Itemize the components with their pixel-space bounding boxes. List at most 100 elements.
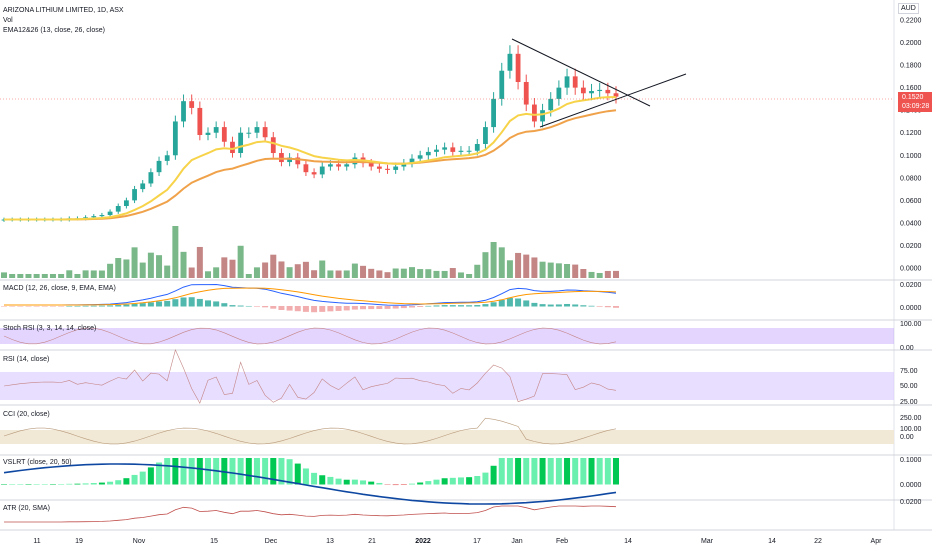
price-tick-label: 0.0200 xyxy=(900,243,922,250)
volume-bar xyxy=(441,270,448,278)
volume-bar xyxy=(245,274,252,278)
macd-histogram-bar xyxy=(343,306,350,311)
volume-bar xyxy=(547,262,554,278)
candle-body xyxy=(613,93,619,97)
price-tick-label: 0.0800 xyxy=(900,175,922,182)
ema-slow-line xyxy=(4,109,617,221)
volume-bar xyxy=(33,274,40,278)
vslrt-bar xyxy=(441,478,448,485)
macd-histogram-bar xyxy=(245,305,252,307)
volume-bar xyxy=(335,270,342,278)
vslrt-bar xyxy=(9,484,16,485)
vslrt-bar xyxy=(531,458,538,485)
vslrt-tick-label: 0.1000 xyxy=(900,457,922,464)
candle-body xyxy=(540,110,545,122)
vslrt-bar xyxy=(564,458,571,485)
vslrt-bar xyxy=(506,458,513,485)
vslrt-bar xyxy=(515,458,522,485)
macd-label: MACD (12, 26, close, 9, EMA, EMA) xyxy=(3,285,116,292)
candle-body xyxy=(164,155,170,161)
volume-bar xyxy=(555,263,562,278)
vslrt-bar xyxy=(547,458,554,485)
vslrt-bar xyxy=(180,458,187,485)
volume-bar xyxy=(588,271,595,278)
cci-line xyxy=(3,417,617,445)
volume-bar xyxy=(392,268,399,278)
cci-band xyxy=(0,430,894,444)
vslrt-bar xyxy=(270,458,277,485)
candle-body xyxy=(279,153,284,163)
volume-bar xyxy=(41,274,48,278)
macd-histogram-bar xyxy=(1,306,7,307)
macd-histogram-bar xyxy=(172,299,179,307)
vslrt-bar xyxy=(457,477,464,485)
macd-histogram-bar xyxy=(433,305,440,307)
candle-body xyxy=(474,144,480,151)
macd-histogram-bar xyxy=(253,306,260,307)
currency-label[interactable]: AUD xyxy=(898,3,919,14)
vslrt-bar xyxy=(498,458,505,485)
volume-bar xyxy=(539,261,546,278)
candle-body xyxy=(401,163,407,167)
price-tick-label: 0.2200 xyxy=(900,18,922,25)
vslrt-bar xyxy=(49,484,56,485)
price-tick-label: 0.0600 xyxy=(900,198,922,205)
volume-bar xyxy=(531,257,538,278)
vol-label: Vol xyxy=(3,17,13,24)
volume-bar xyxy=(596,272,603,278)
vslrt-bar xyxy=(311,472,318,485)
stoch-tick-label: 0.00 xyxy=(900,345,914,352)
candle-body xyxy=(132,189,137,201)
vslrt-bar xyxy=(286,459,293,485)
candle-body xyxy=(425,151,431,156)
candle-body xyxy=(344,164,350,167)
macd-histogram-bar xyxy=(123,304,130,307)
macd-histogram-bar xyxy=(25,306,32,307)
macd-histogram-bar xyxy=(368,306,375,310)
vslrt-bar xyxy=(98,482,105,485)
vslrt-bar xyxy=(17,484,24,485)
vslrt-bar xyxy=(474,476,481,485)
volume-bar xyxy=(188,267,195,278)
candle-body xyxy=(442,147,448,150)
macd-histogram-bar xyxy=(229,305,236,307)
rsi-line xyxy=(3,349,617,404)
vslrt-bar xyxy=(66,483,73,485)
macd-histogram-bar xyxy=(270,306,277,309)
price-tick-label: 0.1800 xyxy=(900,63,922,70)
time-tick-label: 15 xyxy=(210,538,218,545)
candle-body xyxy=(564,76,570,88)
macd-histogram-bar xyxy=(196,298,203,307)
volume-bar xyxy=(449,268,456,278)
volume-bar xyxy=(131,247,138,278)
candle-body xyxy=(156,160,162,173)
macd-histogram-bar xyxy=(580,305,587,307)
macd-histogram-bar xyxy=(180,297,187,307)
time-tick-label: 14 xyxy=(624,538,632,545)
candle-body xyxy=(434,149,439,152)
volume-bar xyxy=(49,274,56,278)
candle-body xyxy=(580,87,586,94)
macd-histogram-bar xyxy=(90,305,97,307)
macd-histogram-bar xyxy=(572,304,579,307)
macd-histogram-bar xyxy=(17,306,24,307)
volume-bar xyxy=(311,270,318,278)
vslrt-bar xyxy=(417,482,424,485)
candle-body xyxy=(238,132,244,154)
macd-signal-line xyxy=(4,287,617,306)
vslrt-bar xyxy=(58,484,65,485)
vslrt-bar xyxy=(604,458,611,485)
macd-histogram-bar xyxy=(384,306,391,309)
vslrt-bar xyxy=(164,458,171,485)
volume-bar xyxy=(490,242,497,278)
time-tick-label: Dec xyxy=(265,538,278,545)
macd-tick-label: 0.0000 xyxy=(900,305,922,312)
vslrt-bar xyxy=(156,462,163,485)
vslrt-bar xyxy=(588,458,595,485)
volume-bar xyxy=(580,269,587,278)
candle-body xyxy=(246,132,252,134)
rsi-label: RSI (14, close) xyxy=(3,356,50,363)
macd-histogram-bar xyxy=(9,306,16,307)
price-tick-label: 0.2000 xyxy=(900,40,922,47)
